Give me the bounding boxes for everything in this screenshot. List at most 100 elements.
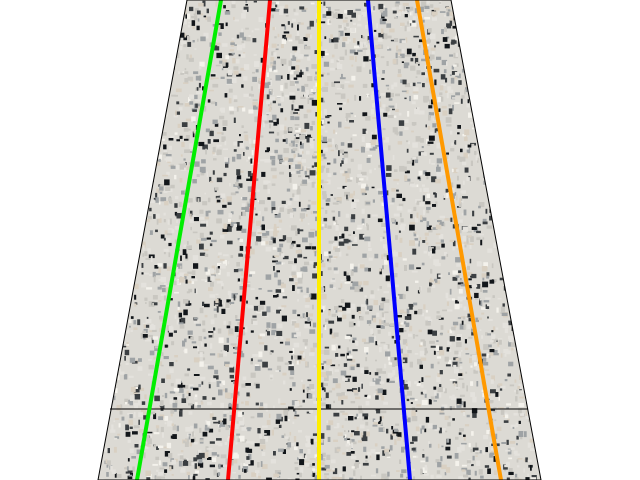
granite-speckle <box>349 49 356 54</box>
granite-speckle <box>424 16 431 20</box>
granite-speckle <box>435 242 442 245</box>
granite-speckle <box>223 414 227 417</box>
granite-speckle <box>346 358 353 361</box>
granite-speckle <box>474 297 478 300</box>
granite-speckle <box>408 264 415 270</box>
granite-speckle <box>342 376 348 381</box>
granite-speckle <box>482 281 489 288</box>
granite-speckle <box>149 350 155 356</box>
granite-speckle <box>482 361 489 366</box>
granite-speckle <box>495 433 498 440</box>
granite-speckle <box>136 359 140 364</box>
granite-speckle <box>264 241 269 245</box>
granite-speckle <box>366 93 369 98</box>
granite-speckle <box>215 454 217 458</box>
granite-speckle <box>188 303 192 306</box>
granite-speckle <box>130 329 133 332</box>
granite-speckle <box>270 350 274 353</box>
granite-speckle <box>259 402 264 407</box>
granite-speckle <box>438 332 441 335</box>
granite-speckle <box>157 263 163 267</box>
granite-speckle <box>488 355 491 359</box>
granite-speckle <box>168 326 174 333</box>
granite-speckle <box>126 399 131 404</box>
granite-speckle <box>415 136 421 142</box>
granite-speckle <box>422 209 425 216</box>
granite-speckle <box>195 103 198 108</box>
granite-speckle <box>273 226 279 233</box>
granite-speckle <box>314 454 319 460</box>
granite-speckle <box>258 233 263 239</box>
granite-speckle <box>498 383 503 386</box>
granite-speckle <box>247 203 253 207</box>
granite-speckle <box>100 478 103 480</box>
granite-speckle <box>209 353 216 356</box>
granite-speckle <box>233 95 238 101</box>
granite-speckle <box>494 419 497 422</box>
granite-speckle <box>334 9 340 11</box>
granite-speckle <box>380 341 386 344</box>
granite-speckle <box>286 188 291 192</box>
granite-speckle <box>190 425 194 432</box>
granite-speckle <box>237 44 243 51</box>
granite-speckle <box>331 313 337 317</box>
granite-speckle <box>410 57 414 62</box>
granite-speckle <box>444 415 449 420</box>
granite-speckle <box>367 154 372 157</box>
granite-speckle <box>340 279 345 282</box>
granite-speckle <box>250 176 254 182</box>
granite-speckle <box>382 128 386 131</box>
granite-speckle <box>454 350 459 355</box>
granite-speckle <box>447 340 452 346</box>
granite-speckle <box>327 225 332 229</box>
granite-speckle <box>361 11 364 15</box>
granite-speckle <box>209 464 215 468</box>
granite-speckle <box>383 427 385 432</box>
granite-speckle <box>437 361 440 365</box>
granite-speckle <box>429 99 432 106</box>
granite-speckle <box>370 108 374 115</box>
granite-speckle <box>129 325 131 328</box>
granite-speckle <box>327 258 330 262</box>
granite-speckle <box>282 139 287 142</box>
granite-speckle <box>336 392 342 397</box>
granite-speckle <box>224 361 230 366</box>
granite-speckle <box>291 23 294 28</box>
granite-speckle <box>392 127 398 133</box>
granite-speckle <box>138 419 140 425</box>
granite-speckle <box>434 193 437 198</box>
granite-speckle <box>272 65 276 71</box>
granite-speckle <box>420 468 423 475</box>
granite-speckle <box>269 79 272 86</box>
granite-speckle <box>180 469 185 473</box>
granite-speckle <box>227 224 233 228</box>
granite-speckle <box>273 405 275 410</box>
granite-speckle <box>392 370 396 376</box>
granite-speckle <box>378 108 384 113</box>
granite-speckle <box>168 242 172 247</box>
granite-speckle <box>277 33 280 38</box>
granite-speckle <box>347 98 349 103</box>
granite-speckle <box>209 130 214 137</box>
granite-speckle <box>273 239 276 243</box>
granite-speckle <box>144 394 147 400</box>
granite-speckle <box>233 223 237 228</box>
granite-speckle <box>458 270 462 273</box>
granite-speckle <box>267 81 271 85</box>
granite-speckle <box>233 70 239 75</box>
granite-speckle <box>190 151 194 153</box>
granite-speckle <box>331 333 334 337</box>
granite-speckle <box>297 54 304 59</box>
granite-speckle <box>235 319 241 321</box>
granite-speckle <box>274 337 278 340</box>
granite-speckle <box>329 67 335 71</box>
granite-speckle <box>309 170 316 176</box>
granite-speckle <box>371 186 375 189</box>
granite-speckle <box>452 20 457 24</box>
granite-speckle <box>350 358 356 363</box>
granite-speckle <box>204 343 207 347</box>
granite-speckle <box>148 373 154 376</box>
granite-speckle <box>373 300 379 306</box>
granite-speckle <box>197 198 200 203</box>
granite-speckle <box>293 342 300 348</box>
